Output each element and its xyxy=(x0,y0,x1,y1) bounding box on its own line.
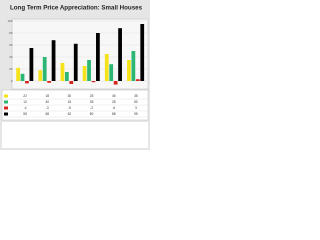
table-cell: -6 xyxy=(112,106,115,110)
table-cell: 68 xyxy=(45,112,49,116)
bar xyxy=(73,43,78,81)
bar xyxy=(69,81,74,84)
bar xyxy=(20,73,25,81)
table-cell: 95 xyxy=(134,112,138,116)
table-cell: 88 xyxy=(112,112,116,116)
bar xyxy=(25,81,29,84)
bar xyxy=(38,70,43,81)
table-cell: 3 xyxy=(135,106,137,110)
table-cell: 25 xyxy=(90,94,94,98)
table-cell: 30 xyxy=(68,94,72,98)
bar xyxy=(16,67,20,81)
bar xyxy=(82,66,87,81)
table-cell: -4 xyxy=(24,106,27,110)
bar xyxy=(42,57,47,81)
legend-swatch xyxy=(4,112,8,116)
chart: Long Term Price Appreciation: Small Hous… xyxy=(0,0,150,150)
legend-swatch xyxy=(4,100,8,104)
table-cell: 45 xyxy=(112,94,116,98)
bar xyxy=(51,40,56,81)
table-cell: 35 xyxy=(134,94,138,98)
bar xyxy=(96,33,100,81)
bar xyxy=(104,54,109,81)
table-cell: 62 xyxy=(68,112,72,116)
table-cell: 40 xyxy=(45,100,49,104)
table-cell: -5 xyxy=(68,106,71,110)
footer xyxy=(2,122,148,148)
bar xyxy=(135,79,140,81)
table-cell: 18 xyxy=(45,94,49,98)
table-cell: 22 xyxy=(23,94,27,98)
bar xyxy=(109,64,114,81)
table-cell: 80 xyxy=(90,112,94,116)
bar xyxy=(131,51,136,81)
bar xyxy=(140,24,145,81)
bar xyxy=(87,60,91,81)
y-tick-label: 0 xyxy=(11,79,13,83)
table-cell: 12 xyxy=(23,100,27,104)
y-tick-label: 40 xyxy=(9,55,13,59)
table-cell: 35 xyxy=(90,100,94,104)
table-cell: -3 xyxy=(46,106,49,110)
y-tick-label: 20 xyxy=(9,67,13,71)
plot-area xyxy=(11,18,149,90)
y-tick-label: 80 xyxy=(9,31,13,35)
y-tick-label: 60 xyxy=(9,43,13,47)
bar xyxy=(91,81,96,83)
bar xyxy=(64,72,69,81)
table-cell: 55 xyxy=(23,112,27,116)
legend-swatch xyxy=(4,94,8,98)
bar xyxy=(113,81,118,85)
bar xyxy=(118,28,122,81)
y-tick-label: 100 xyxy=(7,19,12,23)
bar xyxy=(29,48,34,81)
bar xyxy=(60,63,65,81)
legend-swatch xyxy=(4,106,8,110)
table-cell: 50 xyxy=(134,100,138,104)
table-cell: -2 xyxy=(90,106,93,110)
chart-title: Long Term Price Appreciation: Small Hous… xyxy=(10,5,143,12)
table-cell: 15 xyxy=(68,100,72,104)
table-cell: 28 xyxy=(112,100,116,104)
bar xyxy=(47,81,52,83)
bar xyxy=(127,60,131,81)
